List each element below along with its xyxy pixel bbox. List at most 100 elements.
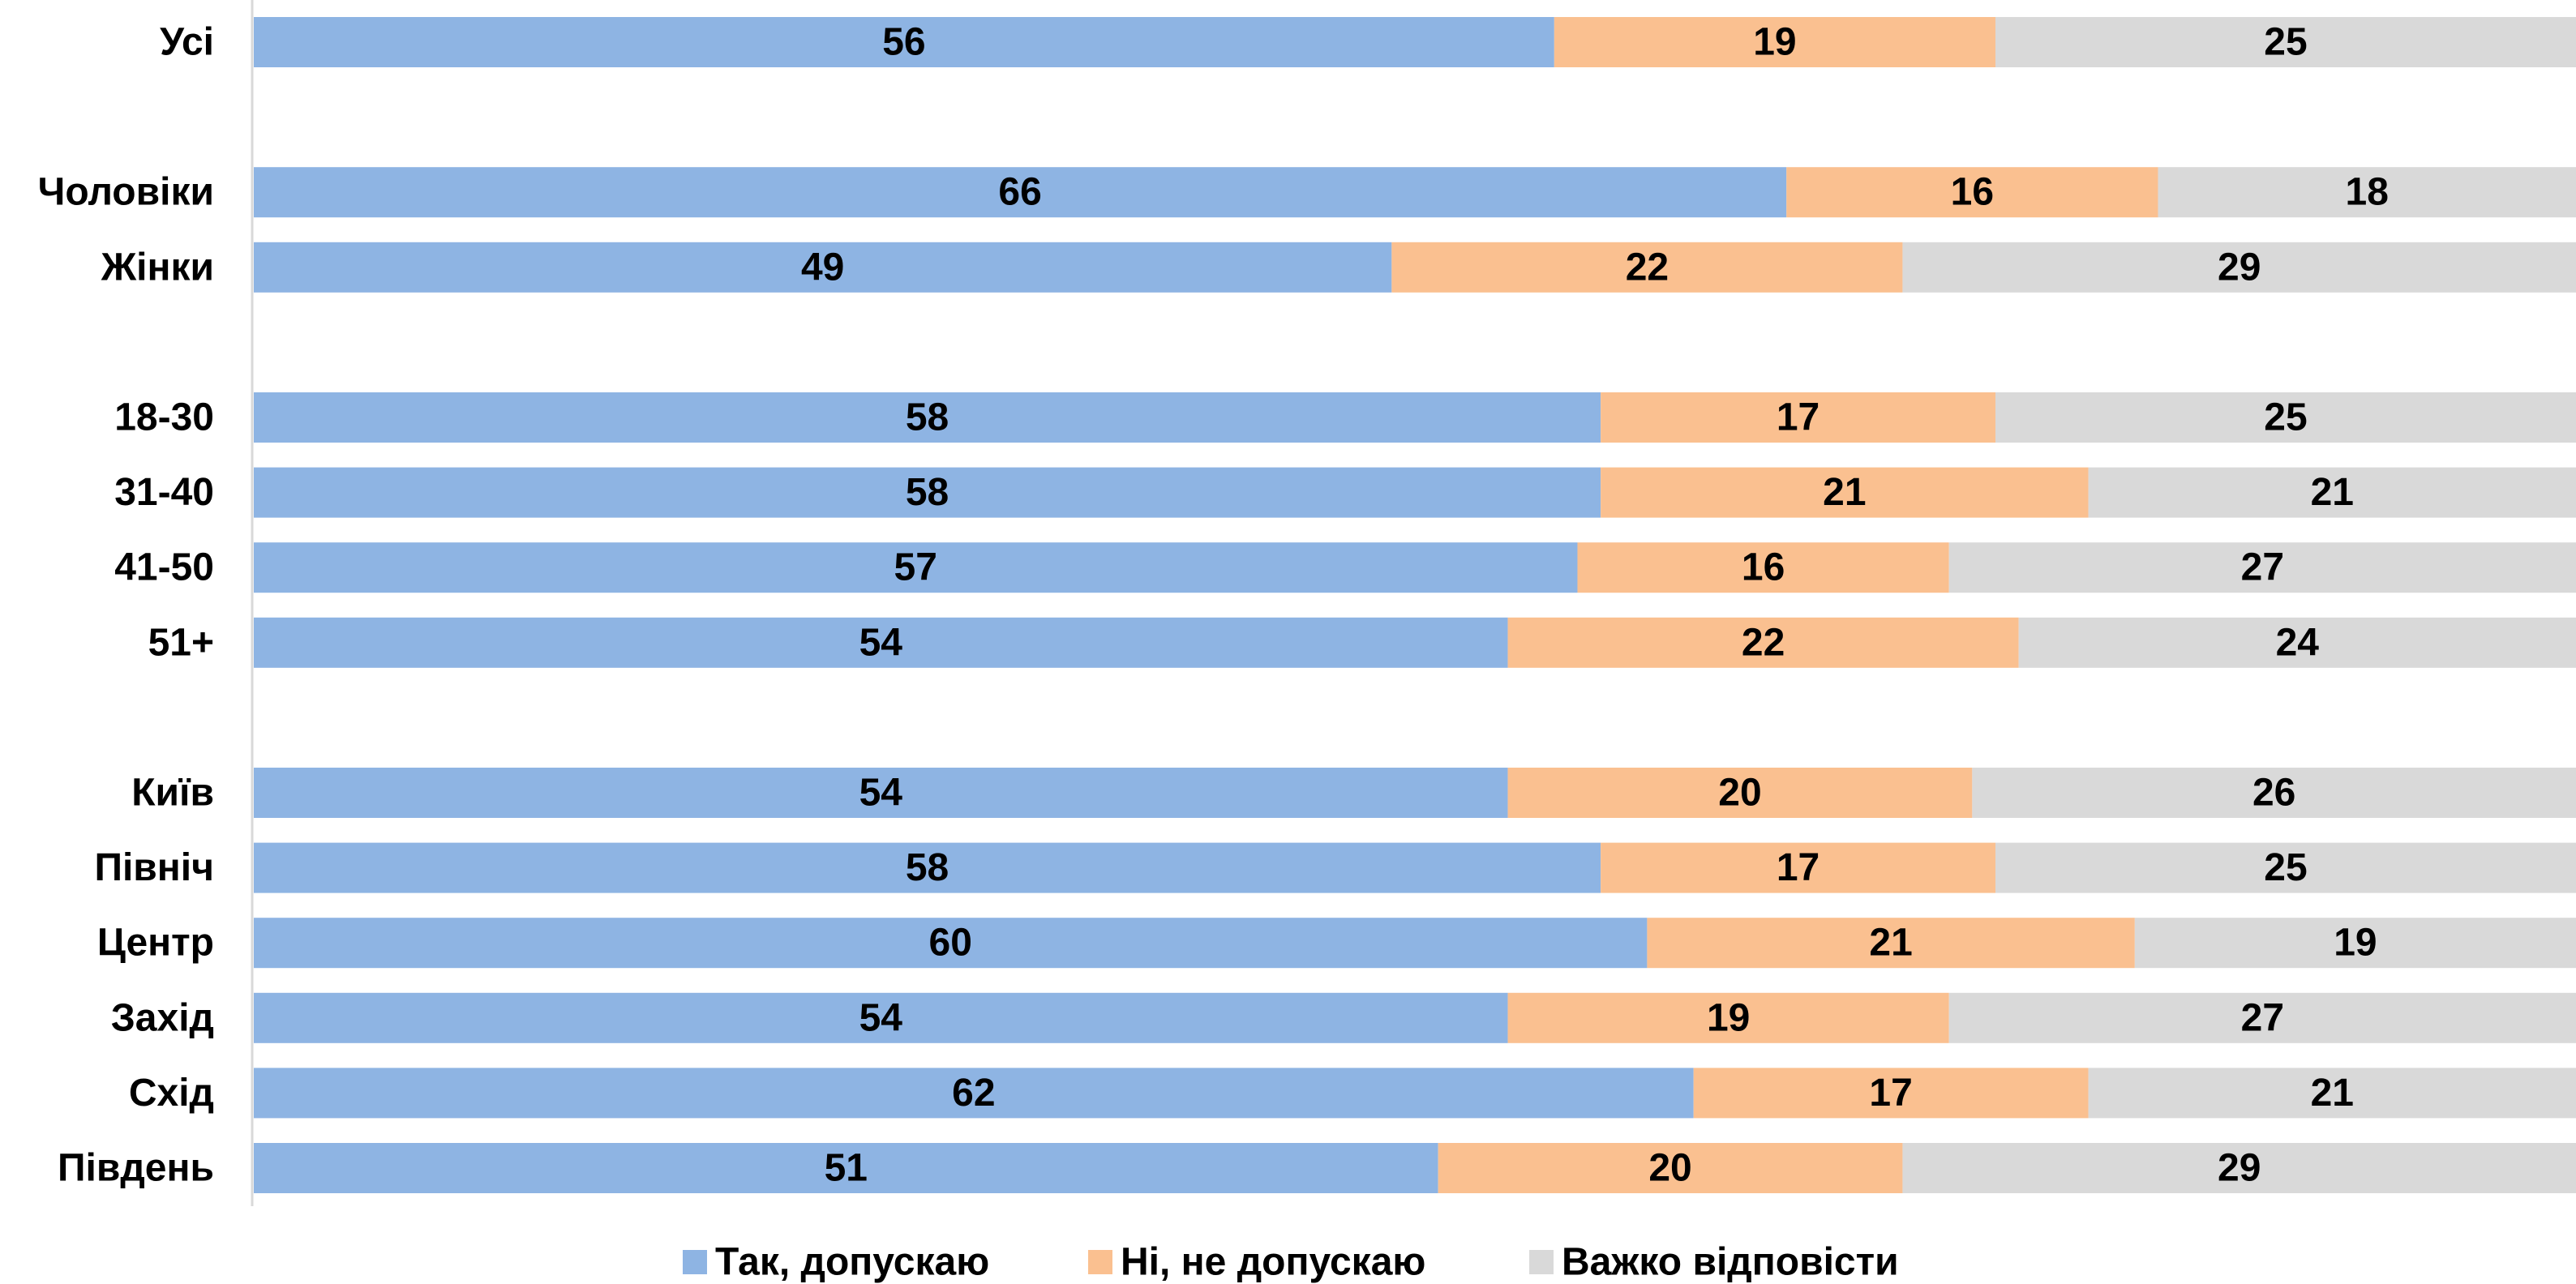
value-label: 62 xyxy=(952,1072,995,1115)
value-label: 49 xyxy=(801,246,844,289)
value-label: 21 xyxy=(2311,471,2354,514)
value-label: 20 xyxy=(1718,772,1761,815)
category-label: Захід xyxy=(111,996,214,1039)
bar-segment xyxy=(1995,17,2576,67)
category-label: Північ xyxy=(94,846,214,889)
value-label: 18 xyxy=(2346,171,2389,214)
value-label: 54 xyxy=(859,996,903,1039)
legend-label: Ні, не допускаю xyxy=(1121,1241,1425,1284)
bar-segment xyxy=(254,918,1648,969)
category-label: Усі xyxy=(160,21,214,64)
bar-segment xyxy=(1438,1143,1903,1193)
bar-segment xyxy=(1507,992,1949,1043)
category-label: 41-50 xyxy=(114,546,214,589)
legend-swatch xyxy=(683,1250,707,1274)
legend-swatch xyxy=(1088,1250,1112,1274)
bar-segment xyxy=(254,17,1554,67)
bar-segment xyxy=(254,467,1601,518)
value-label: 51 xyxy=(825,1147,868,1190)
value-label: 27 xyxy=(2241,546,2284,589)
bar-segment xyxy=(254,242,1392,293)
value-label: 60 xyxy=(929,922,972,965)
bar-segment xyxy=(1995,392,2576,443)
bar-segment xyxy=(1786,167,2158,218)
bar-segment xyxy=(1391,242,1903,293)
category-label: 51+ xyxy=(148,621,214,664)
bar-segment xyxy=(1693,1068,2089,1119)
data-labels: 56 19 25 66 16 18 49 22 29 58 17 25 58 21 21 57 16 27 54 22… xyxy=(801,21,2389,1190)
bar-segment xyxy=(1995,842,2576,893)
value-label: 56 xyxy=(882,21,925,64)
value-label: 58 xyxy=(906,396,949,439)
bar-segment xyxy=(254,842,1601,893)
bar-segment xyxy=(2158,167,2576,218)
category-label: Південь xyxy=(58,1147,214,1190)
value-label: 27 xyxy=(2241,996,2284,1039)
value-label: 29 xyxy=(2218,246,2261,289)
value-label: 57 xyxy=(894,546,937,589)
bar-segment xyxy=(1948,542,2576,593)
value-label: 66 xyxy=(998,171,1041,214)
category-label: 31-40 xyxy=(114,471,214,514)
value-label: 25 xyxy=(2264,846,2307,889)
value-label: 20 xyxy=(1648,1147,1691,1190)
category-label: Центр xyxy=(97,922,214,965)
value-label: 17 xyxy=(1869,1072,1912,1115)
value-label: 54 xyxy=(859,621,903,664)
bar-segment xyxy=(254,992,1508,1043)
bar-segment xyxy=(254,1068,1694,1119)
bar-segment xyxy=(2018,617,2576,668)
bar-segment xyxy=(2134,918,2576,969)
bar-segments xyxy=(254,17,2576,1193)
legend-swatch xyxy=(1529,1250,1554,1274)
category-labels: Усі Чоловіки Жінки 18-30 31-40 41-50 51+ Київ Пі… xyxy=(38,21,214,1190)
bar-segment xyxy=(1507,768,1973,818)
category-label: Жінки xyxy=(101,246,214,289)
value-label: 19 xyxy=(2334,922,2377,965)
value-label: 58 xyxy=(906,471,949,514)
legend-label: Так, допускаю xyxy=(715,1241,989,1284)
bar-segment xyxy=(2088,467,2576,518)
bar-segment xyxy=(1601,842,1995,893)
bar-segment xyxy=(1577,542,1949,593)
category-label: Київ xyxy=(131,772,214,815)
bar-segment xyxy=(1647,918,2135,969)
bar-segment xyxy=(1554,17,1995,67)
bar-segment xyxy=(2088,1068,2576,1119)
legend: Так, допускаю Ні, не допускаю Важко відпов… xyxy=(683,1241,1899,1284)
value-label: 16 xyxy=(1951,171,1994,214)
category-label: 18-30 xyxy=(114,396,214,439)
category-label: Схід xyxy=(129,1072,214,1115)
legend-label: Важко відповісти xyxy=(1562,1241,1899,1284)
value-label: 19 xyxy=(1753,21,1796,64)
value-label: 54 xyxy=(859,772,903,815)
value-label: 22 xyxy=(1626,246,1669,289)
value-label: 26 xyxy=(2252,772,2295,815)
bar-segment xyxy=(1601,467,2089,518)
bar-segment xyxy=(1902,1143,2576,1193)
bar-segment xyxy=(1972,768,2576,818)
value-label: 17 xyxy=(1777,396,1819,439)
bar-segment xyxy=(1507,617,2019,668)
bar-segment xyxy=(254,617,1508,668)
value-label: 25 xyxy=(2264,396,2307,439)
value-label: 17 xyxy=(1777,846,1819,889)
bar-segment xyxy=(1948,992,2576,1043)
value-label: 58 xyxy=(906,846,949,889)
bar-segment xyxy=(1601,392,1995,443)
value-label: 21 xyxy=(1869,922,1912,965)
value-label: 16 xyxy=(1742,546,1785,589)
bar-segment xyxy=(254,768,1508,818)
bar-segment xyxy=(254,167,1787,218)
value-label: 25 xyxy=(2264,21,2307,64)
bar-segment xyxy=(1902,242,2576,293)
value-label: 19 xyxy=(1707,996,1750,1039)
value-label: 24 xyxy=(2276,621,2320,664)
value-label: 22 xyxy=(1742,621,1785,664)
bar-segment xyxy=(254,542,1578,593)
value-label: 29 xyxy=(2218,1147,2261,1190)
value-label: 21 xyxy=(2311,1072,2354,1115)
category-label: Чоловіки xyxy=(38,171,214,214)
bar-segment xyxy=(254,1143,1438,1193)
